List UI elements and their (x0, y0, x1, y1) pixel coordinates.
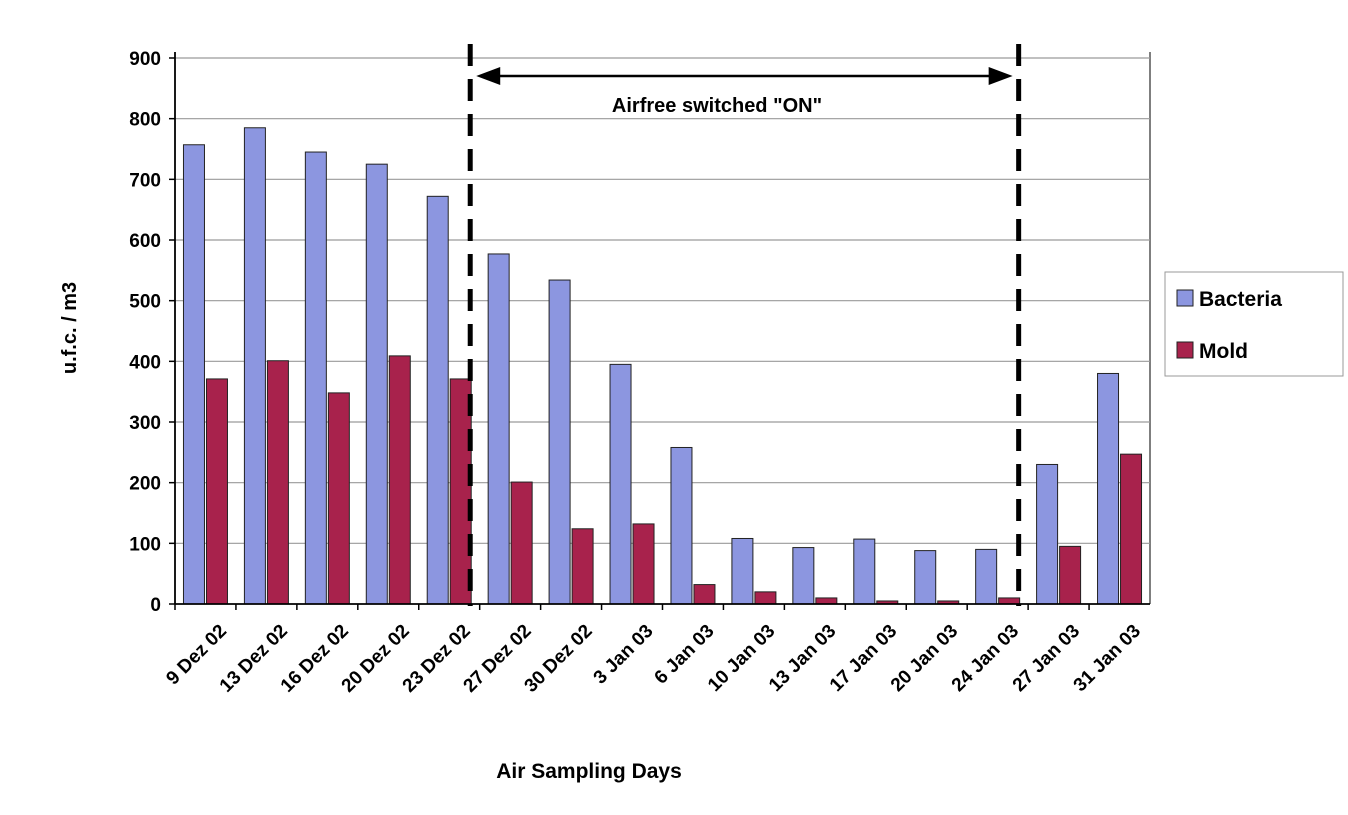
bar-bacteria-24-jan-03 (975, 548, 998, 605)
bar-bacteria-13-dez-02 (243, 127, 266, 605)
bar-bacteria-13-jan-03 (792, 547, 815, 605)
y-tick-label: 0 (150, 595, 161, 616)
y-axis-title: u.f.c. / m3 (59, 282, 81, 374)
bar-bacteria-16-dez-02 (304, 151, 327, 605)
y-tick-label: 700 (129, 170, 161, 191)
bar-mold-13-dez-02 (266, 360, 289, 605)
bars (182, 127, 1143, 605)
y-tick-label: 100 (129, 534, 161, 555)
x-axis-title: Air Sampling Days (496, 760, 682, 783)
legend-swatch-mold (1176, 341, 1194, 359)
legend-label-mold: Mold (1199, 340, 1248, 363)
legend-box (1164, 271, 1344, 377)
bar-bacteria-6-jan-03 (670, 446, 693, 605)
bar-mold-10-jan-03 (754, 591, 777, 605)
y-tick-label: 300 (129, 413, 161, 434)
legend-swatch-bacteria (1176, 289, 1194, 307)
bar-bacteria-30-dez-02 (548, 279, 571, 605)
bar-mold-13-jan-03 (815, 597, 838, 605)
bar-mold-3-jan-03 (632, 523, 655, 605)
bar-mold-6-jan-03 (693, 584, 716, 605)
y-tick-label: 400 (129, 352, 161, 373)
bar-bacteria-23-dez-02 (426, 195, 449, 605)
y-tick-label: 800 (129, 110, 161, 131)
bar-bacteria-9-dez-02 (182, 144, 205, 605)
bar-mold-16-dez-02 (327, 392, 350, 605)
bar-bacteria-27-jan-03 (1036, 463, 1059, 605)
y-tick-label: 500 (129, 292, 161, 313)
bar-mold-27-dez-02 (510, 481, 533, 605)
bar-mold-9-dez-02 (205, 378, 228, 605)
bar-bacteria-31-jan-03 (1097, 372, 1120, 605)
legend-label-bacteria: Bacteria (1199, 288, 1282, 311)
bar-bacteria-17-jan-03 (853, 538, 876, 605)
bar-bacteria-20-dez-02 (365, 163, 388, 605)
legend: Bacteria Mold (1164, 271, 1344, 377)
bar-mold-27-jan-03 (1059, 545, 1082, 605)
airfree-annotation (467, 44, 1022, 606)
bar-bacteria-3-jan-03 (609, 363, 632, 605)
bar-bacteria-10-jan-03 (731, 537, 754, 605)
y-tick-label: 900 (129, 49, 161, 70)
y-tick-label: 200 (129, 474, 161, 495)
bar-bacteria-20-jan-03 (914, 550, 937, 605)
annotation-arrowhead-left (476, 67, 501, 85)
bar-bacteria-27-dez-02 (487, 253, 510, 605)
bar-mold-30-dez-02 (571, 528, 594, 605)
annotation-arrowhead-right (988, 67, 1013, 85)
bar-mold-20-dez-02 (388, 355, 411, 605)
bar-mold-31-jan-03 (1120, 453, 1143, 605)
annotation-label: Airfree switched "ON" (612, 95, 822, 117)
bar-mold-24-jan-03 (998, 597, 1021, 605)
y-tick-label: 600 (129, 231, 161, 252)
